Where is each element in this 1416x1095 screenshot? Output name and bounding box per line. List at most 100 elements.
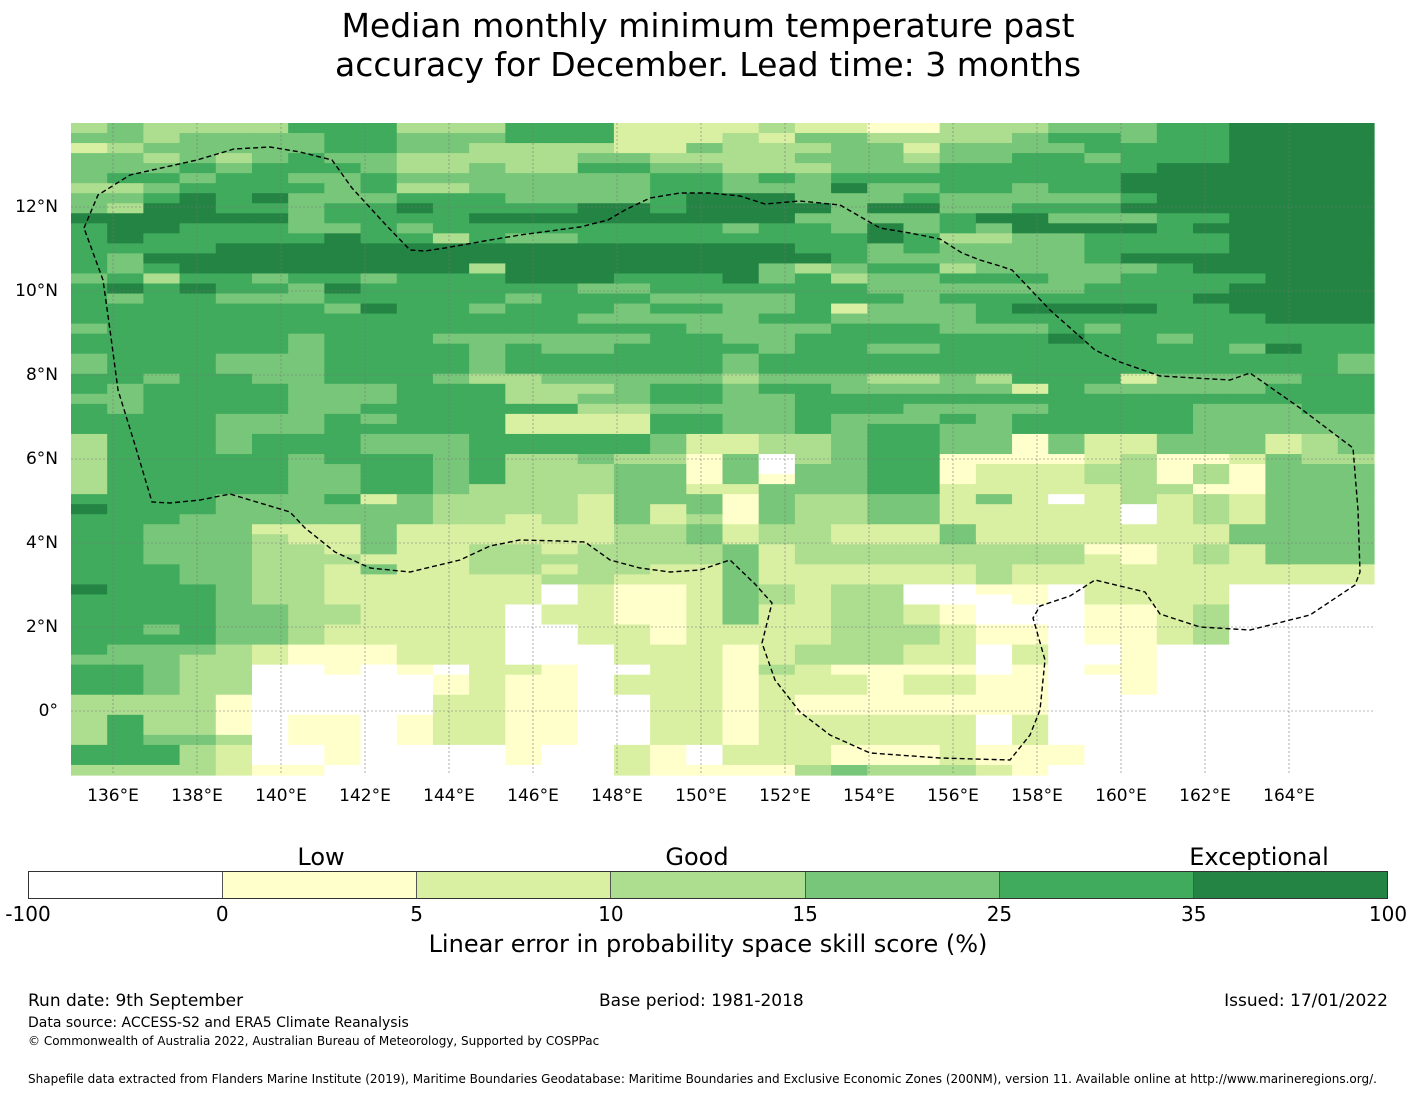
skill-cell — [1265, 303, 1303, 315]
skill-cell — [831, 343, 868, 355]
longitude-label: 140°E — [255, 786, 307, 806]
skill-cell — [867, 313, 905, 325]
skill-cell — [1265, 183, 1303, 194]
skill-cell — [360, 624, 398, 636]
skill-cell — [867, 534, 905, 545]
skill-cell — [1229, 714, 1267, 726]
skill-cell — [577, 263, 615, 275]
skill-cell — [758, 153, 796, 164]
skill-cell — [867, 484, 905, 495]
skill-cell — [1265, 704, 1303, 716]
skill-cell — [831, 423, 868, 435]
skill-cell — [469, 133, 506, 144]
skill-cell — [1193, 694, 1230, 706]
skill-cell — [1301, 674, 1339, 686]
skill-cell — [288, 574, 325, 586]
skill-cell — [1012, 734, 1049, 746]
skill-cell — [686, 584, 724, 596]
skill-cell — [831, 544, 868, 555]
skill-cell — [288, 644, 325, 656]
skill-cell — [505, 694, 543, 706]
skill-cell — [396, 253, 434, 265]
skill-cell — [903, 143, 941, 154]
skill-cell — [577, 413, 615, 425]
skill-cell — [251, 233, 289, 244]
skill-cell — [613, 193, 651, 204]
skill-cell — [577, 233, 615, 244]
skill-cell — [650, 143, 687, 154]
skill-cell — [1012, 694, 1049, 706]
skill-cell — [1193, 153, 1230, 164]
colorbar-segment — [29, 872, 224, 898]
skill-cell — [541, 233, 579, 244]
skill-cell — [541, 213, 579, 224]
skill-cell — [613, 744, 651, 756]
skill-cell — [1156, 253, 1194, 265]
skill-cell — [107, 323, 144, 335]
skill-cell — [215, 654, 253, 666]
skill-cell — [215, 253, 253, 265]
skill-cell — [469, 443, 506, 455]
skill-cell — [758, 353, 796, 365]
skill-cell — [541, 664, 579, 676]
skill-cell — [867, 594, 905, 606]
skill-cell — [1012, 634, 1049, 646]
skill-cell — [1265, 584, 1303, 596]
skill-cell — [1156, 263, 1194, 275]
skill-cell — [577, 363, 615, 375]
skill-cell — [505, 504, 543, 515]
skill-cell — [1084, 253, 1122, 265]
skill-cell — [613, 564, 651, 575]
skill-cell — [1156, 303, 1194, 315]
skill-cell — [251, 624, 289, 636]
skill-cell — [939, 193, 977, 204]
skill-cell — [432, 443, 470, 455]
skill-cell — [505, 744, 543, 756]
skill-cell — [469, 464, 506, 475]
skill-cell — [1120, 644, 1158, 656]
skill-cell — [541, 684, 579, 696]
skill-cell — [939, 213, 977, 224]
skill-cell — [686, 253, 724, 265]
skill-cell — [1156, 383, 1194, 395]
skill-cell — [831, 624, 868, 636]
skill-cell — [831, 133, 868, 144]
skill-cell — [1265, 504, 1303, 515]
skill-cell — [1265, 694, 1303, 706]
skill-cell — [360, 123, 398, 134]
skill-cell — [288, 173, 325, 184]
skill-cell — [722, 624, 760, 636]
skill-cell — [1048, 393, 1086, 405]
skill-cell — [143, 283, 181, 295]
skill-cell — [1120, 544, 1158, 555]
skill-cell — [1229, 323, 1267, 335]
skill-cell — [396, 143, 434, 154]
skill-cell — [143, 654, 181, 666]
skill-cell — [1193, 143, 1230, 154]
skill-cell — [71, 133, 108, 144]
skill-cell — [324, 263, 362, 275]
skill-cell — [758, 514, 796, 525]
skill-cell — [1012, 133, 1049, 144]
skill-cell — [613, 734, 651, 746]
skill-cell — [505, 183, 543, 194]
skill-cell — [396, 464, 434, 475]
skill-cell — [686, 273, 724, 285]
skill-cell — [432, 303, 470, 315]
skill-cell — [831, 764, 868, 776]
skill-cell — [867, 263, 905, 275]
skill-cell — [1337, 433, 1375, 445]
skill-cell — [975, 574, 1013, 586]
skill-cell — [1048, 494, 1086, 505]
skill-cell — [396, 754, 434, 766]
skill-cell — [251, 173, 289, 184]
skill-cell — [396, 544, 434, 555]
skill-cell — [1301, 714, 1339, 726]
skill-cell — [107, 704, 144, 716]
skill-cell — [722, 233, 760, 244]
skill-cell — [179, 133, 217, 144]
skill-cell — [1265, 474, 1303, 485]
skill-cell — [107, 423, 144, 435]
skill-cell — [1120, 494, 1158, 505]
skill-cell — [505, 383, 543, 395]
